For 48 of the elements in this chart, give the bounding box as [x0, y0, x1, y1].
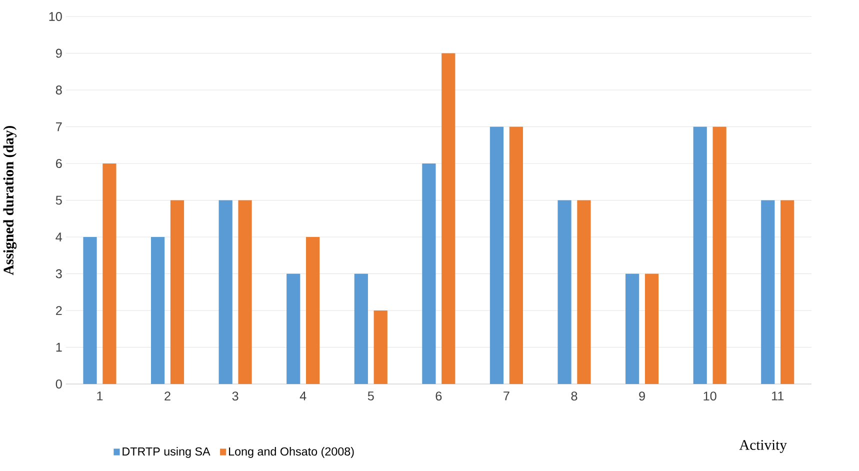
- legend-label: Long and Ohsato (2008): [229, 447, 354, 458]
- bar: [509, 127, 523, 384]
- x-tick-label: 9: [639, 392, 645, 401]
- bar: [286, 274, 300, 384]
- bar: [626, 274, 640, 384]
- y-tick-label: 9: [56, 49, 62, 58]
- bar: [83, 237, 97, 384]
- bar: [693, 127, 707, 384]
- y-tick-label: 6: [56, 159, 62, 168]
- bar: [354, 274, 368, 384]
- bar: [577, 200, 591, 384]
- x-tick-label: 1: [97, 392, 103, 401]
- x-tick-label: 4: [300, 392, 306, 401]
- x-tick-label: 10: [704, 392, 716, 401]
- bar: [218, 200, 232, 384]
- y-tick-label: 2: [56, 306, 62, 316]
- y-tick-label: 0: [56, 380, 62, 389]
- x-tick-label: 2: [164, 392, 170, 401]
- x-tick-label: 11: [772, 392, 784, 401]
- bar: [238, 200, 252, 384]
- bar: [644, 274, 659, 384]
- y-tick-label: 1: [56, 343, 62, 352]
- y-axis-title: Assigned duration (day): [3, 126, 17, 276]
- bar: [712, 127, 726, 384]
- x-tick-label: 3: [232, 392, 238, 401]
- x-tick-label: 7: [504, 392, 510, 401]
- bar: [102, 164, 116, 384]
- y-tick-label: 4: [56, 232, 62, 242]
- bar: [306, 237, 320, 384]
- bar: [761, 200, 775, 384]
- bar: [374, 310, 388, 384]
- y-tick-label: 7: [56, 122, 62, 132]
- x-tick-label: 5: [368, 392, 374, 401]
- legend-label: DTRTP using SA: [122, 447, 210, 458]
- bar: [780, 200, 794, 384]
- x-tick-label: 6: [436, 392, 442, 401]
- y-tick-label: 3: [56, 270, 62, 278]
- bar: [170, 200, 184, 384]
- bar: [490, 127, 504, 384]
- y-tick-label: 5: [56, 196, 62, 205]
- bar: [150, 237, 165, 384]
- x-tick-label: 8: [571, 392, 578, 401]
- x-axis-title: Activity: [739, 440, 787, 454]
- y-tick-label: 8: [56, 86, 62, 95]
- bar: [442, 54, 456, 384]
- bar: [422, 164, 436, 384]
- y-tick-label: 10: [49, 12, 62, 22]
- bar: [558, 200, 572, 384]
